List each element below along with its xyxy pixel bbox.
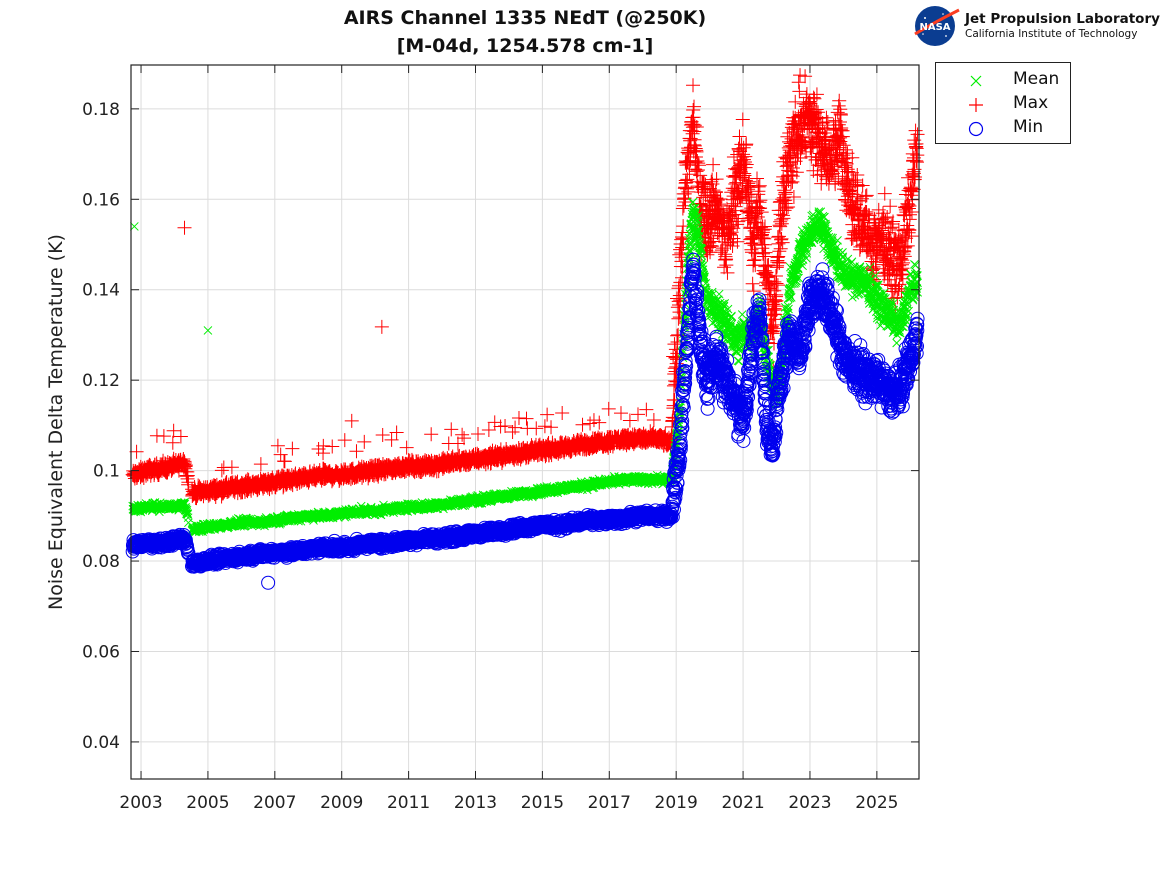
marker-max [325, 439, 340, 454]
marker-max [732, 129, 747, 144]
marker-max [675, 201, 690, 216]
marker-max [745, 276, 760, 291]
marker-max [791, 75, 806, 90]
marker-max [744, 245, 759, 260]
marker-max [505, 425, 520, 440]
marker-max [792, 84, 807, 99]
marker-max [471, 427, 486, 442]
marker-max [511, 411, 526, 426]
marker-max [755, 246, 770, 261]
marker-max [646, 412, 661, 427]
marker-max [720, 265, 735, 280]
marker-max [537, 419, 552, 434]
marker-max [224, 460, 239, 475]
marker-max [544, 420, 559, 435]
marker-max [772, 229, 787, 244]
marker-max [399, 440, 414, 455]
marker-max [487, 415, 502, 430]
jpl-logo: NASA Jet Propulsion Laboratory Californi… [913, 4, 1163, 48]
marker-max [752, 178, 767, 193]
org-subtitle: California Institute of Technology [965, 28, 1138, 40]
nasa-logo-text: NASA [919, 22, 950, 33]
marker-max [173, 429, 188, 444]
marker-max [457, 431, 472, 446]
marker-max [877, 186, 892, 201]
marker-max [772, 218, 787, 233]
marker-max [253, 457, 268, 472]
chart-title-line1: AIRS Channel 1335 NEdT (@250K) [343, 7, 707, 29]
marker-max [735, 112, 750, 127]
marker-max [337, 433, 352, 448]
marker-max [675, 231, 690, 246]
marker-max [424, 427, 439, 442]
marker-max [601, 401, 616, 416]
marker-max [455, 427, 470, 442]
marker-max [270, 438, 285, 453]
chart-title: AIRS Channel 1335 NEdT (@250K) [M-04d, 1… [0, 4, 1050, 60]
marker-max [613, 406, 628, 421]
marker-max [277, 454, 292, 469]
data-points [125, 68, 925, 590]
marker-max [349, 444, 364, 459]
marker-max [666, 349, 681, 364]
marker-max [583, 416, 598, 431]
marker-max [908, 123, 923, 138]
marker-max [689, 164, 704, 179]
marker-max [273, 447, 288, 462]
marker-max [444, 422, 459, 437]
marker-max [773, 232, 788, 247]
marker-max [670, 291, 685, 306]
chart-title-line2: [M-04d, 1254.578 cm-1] [396, 35, 654, 57]
marker-max [285, 441, 300, 456]
marker-max [450, 436, 465, 451]
marker-max [129, 444, 144, 459]
marker-max [357, 434, 372, 449]
marker-max [686, 78, 701, 93]
marker-max [214, 463, 229, 478]
marker-max [687, 99, 702, 114]
marker-max [165, 435, 180, 450]
marker-max [156, 429, 171, 444]
marker-max [481, 423, 496, 438]
marker-max [909, 153, 924, 168]
marker-max [717, 260, 732, 275]
marker-max [519, 411, 534, 426]
marker-max [910, 127, 925, 142]
marker-max [883, 199, 898, 214]
marker-max [555, 406, 570, 421]
org-name: Jet Propulsion Laboratory [965, 11, 1160, 27]
nasa-meatball-icon: NASA [914, 6, 960, 46]
marker-max [166, 423, 181, 438]
marker-max [622, 413, 637, 428]
marker-max [529, 421, 544, 436]
marker-max [508, 420, 523, 435]
marker-max [706, 157, 721, 172]
marker-max [758, 245, 773, 260]
